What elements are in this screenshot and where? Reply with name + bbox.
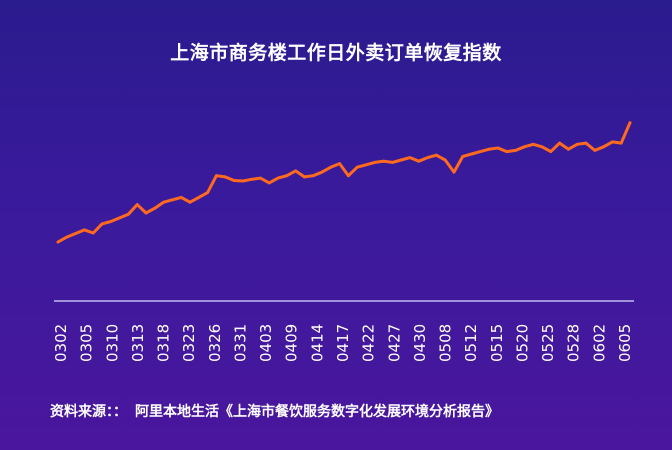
x-tick-label: 0313 [129, 324, 147, 362]
data-point [126, 212, 130, 216]
x-tick-label: 0331 [232, 324, 250, 362]
x-tick-label: 0403 [257, 324, 275, 362]
data-point [514, 149, 517, 152]
data-point [628, 121, 632, 125]
x-tick-label: 0302 [52, 324, 70, 362]
data-point [179, 196, 183, 199]
data-point [382, 159, 385, 163]
data-point [303, 175, 306, 179]
data-point [619, 141, 623, 145]
data-point [505, 150, 509, 154]
data-point [320, 170, 324, 174]
data-point [276, 176, 280, 180]
data-point [329, 165, 333, 169]
data-point [162, 200, 166, 204]
x-tick-label: 0508 [437, 324, 455, 362]
data-point [523, 145, 526, 149]
data-point [399, 158, 403, 162]
data-point [65, 235, 69, 239]
data-point [206, 191, 210, 195]
data-point [461, 155, 465, 158]
data-point [575, 142, 579, 146]
series-group [56, 121, 632, 244]
data-point [417, 159, 421, 163]
data-point [100, 222, 104, 226]
data-point [443, 158, 447, 162]
data-point [540, 145, 544, 149]
data-point [611, 140, 614, 144]
data-point [602, 145, 605, 149]
series-line [56, 121, 632, 244]
data-point [584, 141, 588, 145]
source-label: 资料来源：： [50, 404, 127, 420]
data-point [74, 232, 77, 235]
data-point [259, 176, 262, 180]
x-tick-label: 0310 [103, 324, 121, 362]
x-tick-label: 0605 [616, 324, 634, 362]
x-tick-label: 0525 [539, 324, 557, 362]
x-tick-label: 0515 [488, 324, 506, 362]
data-point [56, 240, 60, 244]
data-point [496, 146, 500, 150]
data-point [311, 174, 315, 178]
data-point [567, 147, 570, 151]
data-point [470, 152, 473, 156]
data-point [171, 198, 174, 202]
data-point [232, 179, 236, 182]
data-point [487, 147, 491, 151]
x-tick-label: 0409 [283, 324, 301, 362]
data-point [144, 211, 148, 215]
data-point [135, 203, 139, 207]
data-point [435, 153, 438, 157]
data-point [285, 174, 289, 178]
data-point [188, 200, 192, 204]
x-tick-label: 0417 [334, 324, 352, 362]
data-point [118, 216, 121, 220]
data-point [558, 141, 561, 145]
data-point [364, 163, 368, 167]
data-point [294, 169, 297, 173]
x-tick-label: 0323 [180, 324, 198, 362]
source-text: 阿里本地生活《上海市餐饮服务数字化发展环境分析报告》 [135, 404, 499, 420]
data-point [408, 156, 412, 160]
data-point [91, 231, 95, 235]
data-point [355, 165, 359, 169]
data-point [223, 175, 227, 179]
x-tick-label: 0512 [462, 324, 480, 362]
x-tick-label: 0422 [360, 324, 378, 362]
x-tick-label: 0318 [155, 324, 173, 362]
data-point [338, 162, 341, 166]
x-tick-label: 0430 [411, 324, 429, 362]
data-point [267, 181, 271, 185]
x-tick-label: 0528 [565, 324, 583, 362]
x-tick-label: 0414 [308, 324, 326, 362]
source-note: 资料来源：： 阿里本地生活《上海市餐饮服务数字化发展环境分析报告》 [50, 401, 499, 421]
x-tick-label: 0305 [78, 324, 96, 362]
data-point [83, 228, 86, 232]
x-tick-label: 0326 [206, 324, 224, 362]
data-point [197, 196, 201, 199]
x-tick-label: 0602 [590, 324, 608, 362]
data-point [373, 161, 377, 164]
x-tick-label: 0520 [514, 324, 532, 362]
data-point [549, 150, 553, 154]
chart-title: 上海市商务楼工作日外卖订单恢复指数 [170, 42, 502, 64]
data-point [153, 206, 157, 210]
data-point [215, 174, 218, 178]
x-tick-labels: 0302 0305 0310 0313 0318 0323 0326 0331 0403 0409… [52, 324, 634, 362]
data-point [531, 142, 535, 146]
data-point [241, 179, 245, 183]
data-point [391, 161, 394, 164]
x-tick-label: 0427 [385, 324, 403, 362]
data-point [593, 149, 597, 152]
data-point [347, 174, 350, 178]
data-point [479, 150, 482, 154]
data-point [452, 170, 456, 174]
data-point [109, 220, 113, 223]
data-point [250, 177, 254, 181]
data-point [426, 156, 429, 160]
